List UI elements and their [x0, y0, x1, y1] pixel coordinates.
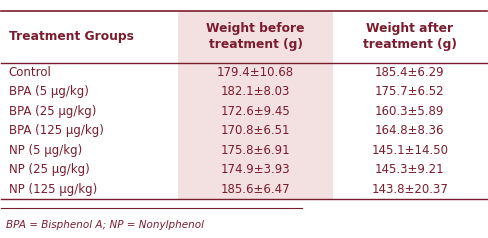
Text: 143.8±20.37: 143.8±20.37 — [371, 183, 448, 196]
Text: 185.6±6.47: 185.6±6.47 — [221, 183, 290, 196]
Bar — [1, 11, 487, 63]
Text: NP (5 μg/kg): NP (5 μg/kg) — [9, 144, 82, 157]
Text: 145.1±14.50: 145.1±14.50 — [371, 144, 448, 157]
Text: NP (125 μg/kg): NP (125 μg/kg) — [9, 183, 97, 196]
Text: 170.8±6.51: 170.8±6.51 — [221, 124, 290, 137]
Text: 182.1±8.03: 182.1±8.03 — [221, 85, 290, 98]
Text: 175.8±6.91: 175.8±6.91 — [221, 144, 290, 157]
Text: 185.4±6.29: 185.4±6.29 — [375, 66, 445, 79]
Text: 179.4±10.68: 179.4±10.68 — [217, 66, 294, 79]
Text: NP (25 μg/kg): NP (25 μg/kg) — [9, 163, 89, 176]
Text: Control: Control — [9, 66, 52, 79]
Text: Weight before
treatment (g): Weight before treatment (g) — [206, 22, 305, 51]
Text: 175.7±6.52: 175.7±6.52 — [375, 85, 445, 98]
Text: BPA (5 μg/kg): BPA (5 μg/kg) — [9, 85, 88, 98]
Text: BPA (25 μg/kg): BPA (25 μg/kg) — [9, 105, 96, 118]
Bar — [179, 11, 333, 63]
Text: BPA (125 μg/kg): BPA (125 μg/kg) — [9, 124, 103, 137]
Text: BPA = Bisphenol A; NP = Nonylphenol: BPA = Bisphenol A; NP = Nonylphenol — [6, 220, 204, 230]
Text: 160.3±5.89: 160.3±5.89 — [375, 105, 445, 118]
Text: 172.6±9.45: 172.6±9.45 — [221, 105, 290, 118]
Text: 164.8±8.36: 164.8±8.36 — [375, 124, 445, 137]
Bar — [179, 11, 333, 199]
Text: Weight after
treatment (g): Weight after treatment (g) — [363, 22, 457, 51]
Text: Treatment Groups: Treatment Groups — [9, 30, 134, 43]
Text: 145.3±9.21: 145.3±9.21 — [375, 163, 445, 176]
Text: 174.9±3.93: 174.9±3.93 — [221, 163, 290, 176]
